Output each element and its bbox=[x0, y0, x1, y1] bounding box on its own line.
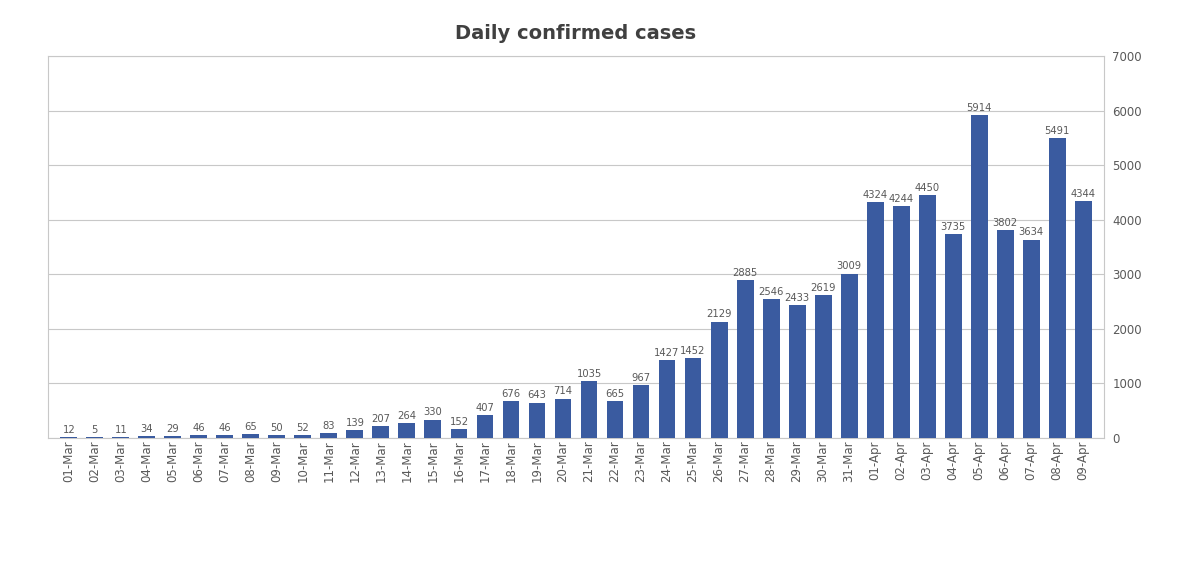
Bar bbox=[866, 202, 883, 438]
Text: 52: 52 bbox=[296, 422, 310, 433]
Bar bbox=[1075, 201, 1092, 438]
Text: 3735: 3735 bbox=[941, 222, 966, 232]
Bar bbox=[347, 430, 364, 438]
Text: 1452: 1452 bbox=[680, 346, 706, 356]
Text: 5914: 5914 bbox=[966, 103, 992, 113]
Bar bbox=[372, 426, 389, 438]
Text: 5: 5 bbox=[91, 425, 98, 435]
Bar bbox=[788, 305, 805, 438]
Text: 676: 676 bbox=[502, 389, 521, 398]
Bar bbox=[450, 429, 468, 438]
Bar bbox=[554, 399, 571, 438]
Text: 50: 50 bbox=[270, 422, 283, 433]
Text: 4324: 4324 bbox=[863, 190, 888, 200]
Bar bbox=[944, 234, 961, 438]
Text: 643: 643 bbox=[528, 390, 546, 401]
Bar bbox=[164, 436, 181, 438]
Bar bbox=[606, 401, 624, 438]
Bar bbox=[216, 435, 233, 438]
Text: 4344: 4344 bbox=[1070, 188, 1096, 199]
Bar bbox=[659, 360, 676, 438]
Text: 46: 46 bbox=[218, 423, 232, 433]
Text: 2885: 2885 bbox=[732, 268, 757, 278]
Text: 407: 407 bbox=[475, 403, 494, 413]
Text: 207: 207 bbox=[372, 414, 390, 424]
Text: 12: 12 bbox=[62, 425, 76, 435]
Bar bbox=[919, 195, 936, 438]
Text: 2129: 2129 bbox=[707, 309, 732, 319]
Text: 714: 714 bbox=[553, 387, 572, 397]
Bar bbox=[60, 437, 77, 438]
Text: 3802: 3802 bbox=[992, 218, 1018, 228]
Text: 2433: 2433 bbox=[785, 293, 810, 303]
Text: 1427: 1427 bbox=[654, 348, 679, 357]
Bar bbox=[528, 403, 546, 438]
Bar bbox=[1022, 240, 1039, 438]
Bar bbox=[320, 433, 337, 438]
Bar bbox=[632, 385, 649, 438]
Text: 264: 264 bbox=[397, 411, 416, 421]
Bar bbox=[242, 434, 259, 438]
Bar bbox=[425, 420, 442, 438]
Text: 46: 46 bbox=[192, 423, 205, 433]
Bar bbox=[997, 231, 1014, 438]
Text: 330: 330 bbox=[424, 407, 443, 417]
Bar bbox=[737, 280, 754, 438]
Text: 34: 34 bbox=[140, 424, 154, 434]
Bar bbox=[763, 299, 780, 438]
Bar bbox=[294, 435, 311, 438]
Text: 4450: 4450 bbox=[914, 183, 940, 193]
Text: 665: 665 bbox=[606, 389, 624, 399]
Bar bbox=[138, 436, 155, 438]
Bar bbox=[113, 437, 130, 438]
Text: 65: 65 bbox=[245, 422, 257, 432]
Text: 967: 967 bbox=[631, 373, 650, 383]
Bar bbox=[841, 274, 858, 438]
Bar bbox=[1049, 139, 1066, 438]
Bar bbox=[398, 423, 415, 438]
Bar bbox=[971, 115, 988, 438]
Bar bbox=[581, 381, 598, 438]
Bar bbox=[269, 435, 286, 438]
Text: 3009: 3009 bbox=[836, 261, 862, 272]
Bar bbox=[476, 415, 493, 438]
Bar bbox=[503, 401, 520, 438]
Bar bbox=[684, 358, 702, 438]
Text: 1035: 1035 bbox=[576, 369, 601, 379]
Text: 2619: 2619 bbox=[810, 283, 836, 293]
Bar bbox=[815, 295, 832, 438]
Text: 5491: 5491 bbox=[1044, 126, 1070, 136]
Bar bbox=[710, 321, 727, 438]
Title: Daily confirmed cases: Daily confirmed cases bbox=[456, 25, 696, 43]
Text: 3634: 3634 bbox=[1019, 227, 1044, 237]
Text: 4244: 4244 bbox=[888, 194, 913, 204]
Text: 29: 29 bbox=[167, 424, 179, 434]
Text: 2546: 2546 bbox=[758, 287, 784, 297]
Text: 83: 83 bbox=[323, 421, 335, 431]
Text: 152: 152 bbox=[449, 417, 468, 427]
Bar bbox=[893, 206, 910, 438]
Text: 139: 139 bbox=[346, 418, 365, 428]
Bar bbox=[191, 435, 208, 438]
Text: 11: 11 bbox=[114, 425, 127, 435]
